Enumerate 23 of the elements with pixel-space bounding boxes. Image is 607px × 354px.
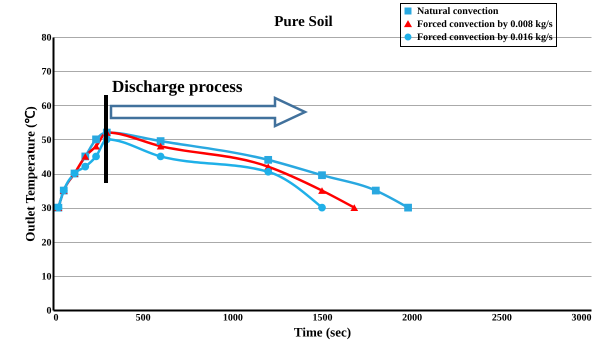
x-tick-label: 1500 [312, 312, 332, 324]
y-tick-label: 0 [46, 306, 52, 316]
y-tick-label: 20 [42, 237, 52, 248]
legend-label: Natural convection [417, 6, 499, 17]
x-tick-label: 2000 [402, 312, 422, 324]
y-tick-label: 70 [42, 66, 52, 78]
y-tick-label: 50 [42, 134, 52, 146]
y-tick-label: 40 [42, 169, 52, 180]
x-axis-title: Time (sec) [294, 324, 352, 340]
y-tick-label: 10 [42, 271, 52, 282]
y-tick-label: 80 [42, 32, 52, 44]
x-tick-label: 1000 [222, 312, 243, 324]
x-tick-label: 500 [136, 312, 151, 324]
x-tick-label: 0 [54, 312, 58, 324]
chart-title: Pure Soil [274, 14, 333, 30]
legend-label: Forced convection by 0.016 kg/s [417, 32, 553, 43]
y-axis-title: Outlet Temperature (℃) [22, 106, 38, 242]
x-tick-label: 3000 [572, 312, 592, 324]
legend-label: Forced convection by 0.008 kg/s [417, 19, 553, 30]
x-tick-label: 2500 [492, 312, 512, 324]
y-tick-label: 60 [42, 100, 52, 112]
annotation: Discharge process [112, 77, 242, 97]
y-tick-label: 30 [42, 203, 52, 214]
